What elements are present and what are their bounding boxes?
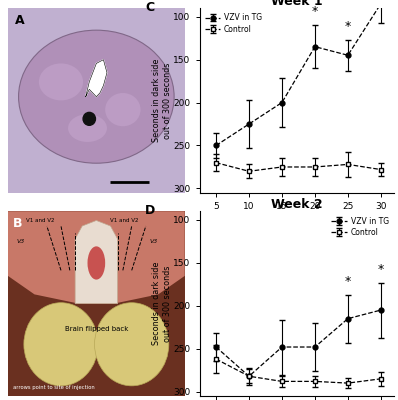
- Ellipse shape: [24, 303, 98, 386]
- Title: Week 1: Week 1: [271, 0, 323, 8]
- Ellipse shape: [88, 246, 105, 280]
- Legend: VZV in TG, Control: VZV in TG, Control: [203, 12, 263, 35]
- FancyBboxPatch shape: [8, 211, 185, 396]
- Ellipse shape: [105, 93, 140, 126]
- Ellipse shape: [39, 64, 83, 100]
- Text: V3: V3: [17, 239, 25, 244]
- Text: *: *: [312, 5, 318, 18]
- Text: Brain flipped back: Brain flipped back: [64, 326, 128, 332]
- Text: *: *: [345, 20, 351, 33]
- Polygon shape: [86, 60, 107, 97]
- Text: C: C: [145, 1, 154, 14]
- Text: *: *: [345, 275, 351, 288]
- Text: D: D: [145, 204, 155, 217]
- Text: A: A: [15, 14, 25, 26]
- Polygon shape: [75, 220, 117, 304]
- Text: V1 and V2: V1 and V2: [25, 218, 54, 223]
- Text: *: *: [378, 263, 384, 276]
- Text: arrows point to site of injection: arrows point to site of injection: [13, 385, 95, 390]
- Text: V1 and V2: V1 and V2: [111, 218, 139, 223]
- Polygon shape: [8, 211, 185, 304]
- X-axis label: Minutes: Minutes: [276, 212, 317, 222]
- FancyBboxPatch shape: [8, 8, 185, 193]
- Circle shape: [83, 112, 96, 125]
- Ellipse shape: [95, 303, 169, 386]
- Y-axis label: Seconds in dark side
out of 300 seconds: Seconds in dark side out of 300 seconds: [152, 59, 172, 142]
- Ellipse shape: [19, 30, 174, 163]
- Text: B: B: [13, 217, 23, 230]
- Text: V3: V3: [149, 239, 158, 244]
- Ellipse shape: [68, 114, 107, 142]
- Legend: VZV in TG, Control: VZV in TG, Control: [330, 215, 390, 238]
- Y-axis label: Seconds in dark side
out of 300 seconds: Seconds in dark side out of 300 seconds: [152, 262, 172, 345]
- Title: Week 2: Week 2: [271, 198, 323, 211]
